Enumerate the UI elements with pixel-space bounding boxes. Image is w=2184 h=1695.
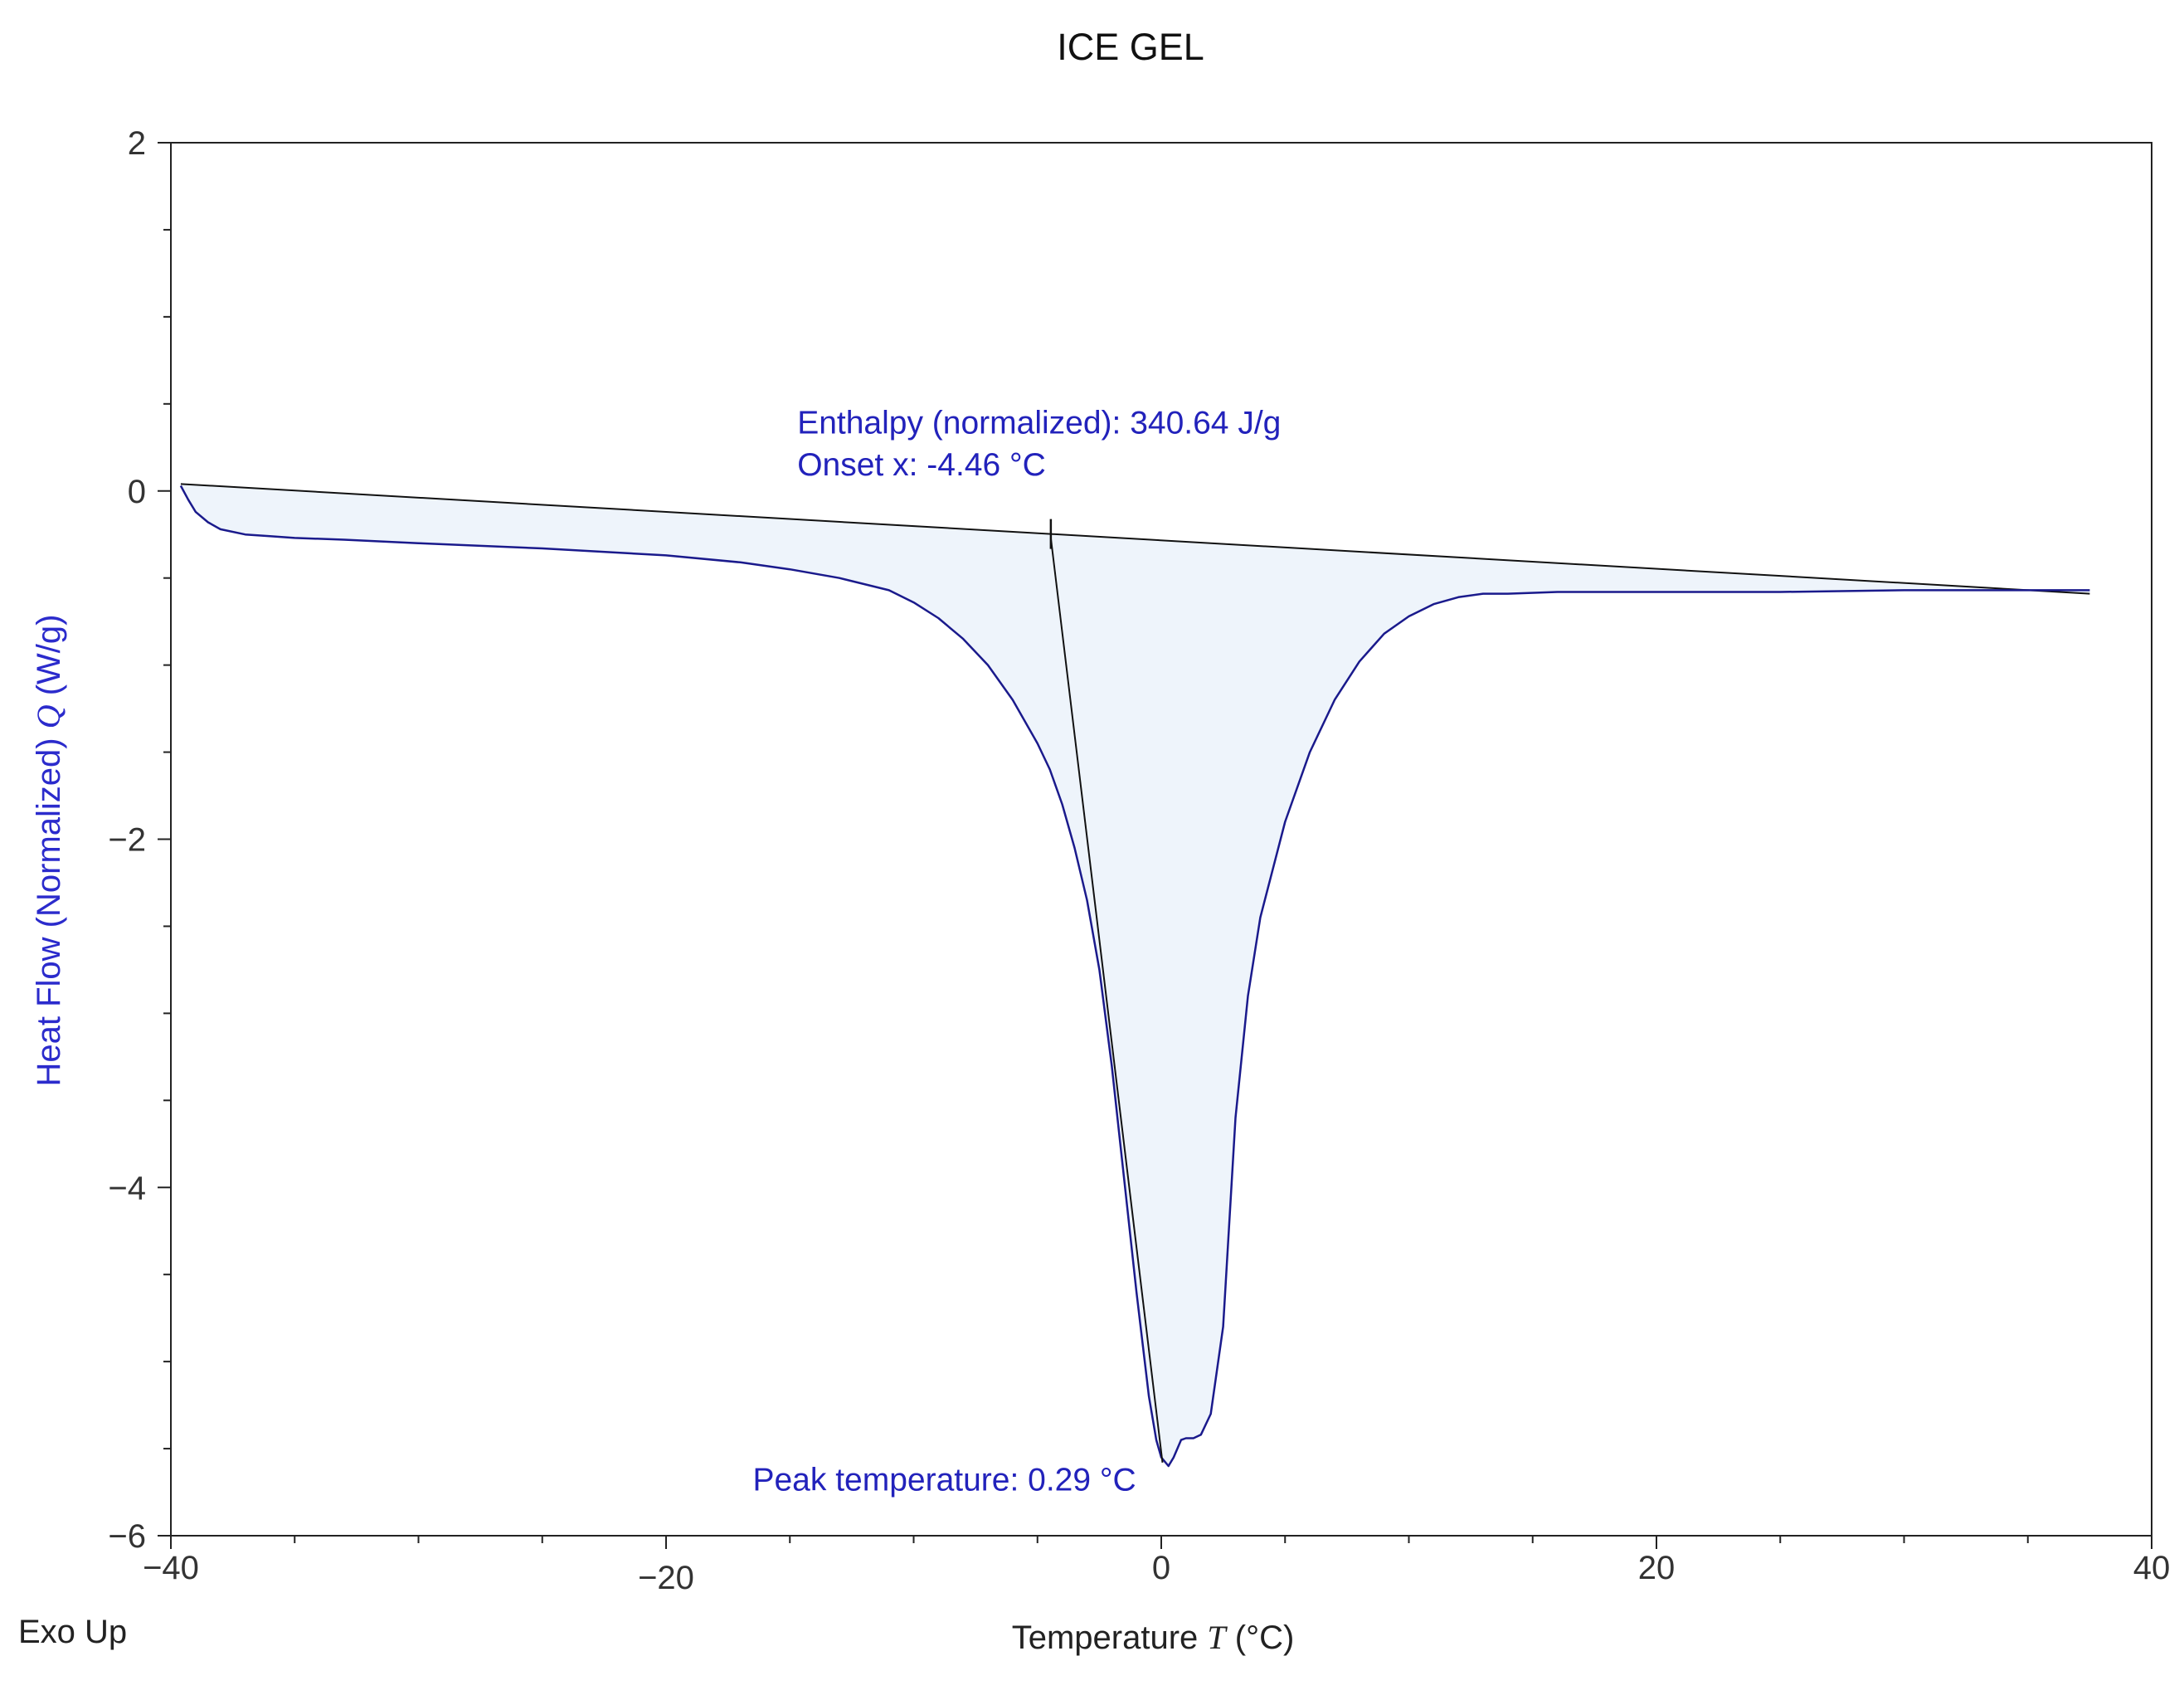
exo-up-note: Exo Up [18, 1614, 127, 1650]
y-axis-symbol: Q [30, 704, 67, 728]
x-tick-label: 20 [1638, 1550, 1676, 1586]
x-axis-unit: (°C) [1235, 1620, 1295, 1656]
x-tick-label: 40 [2133, 1550, 2171, 1586]
heat-flow-curve [179, 485, 2090, 1468]
x-tick-label: −20 [638, 1560, 694, 1596]
peak-area-fill [180, 484, 2090, 1466]
y-axis-label: Heat Flow (Normalized) Q (W/g) [30, 614, 67, 1086]
y-tick-label: −2 [108, 822, 146, 859]
x-tick-label: −40 [143, 1550, 199, 1586]
y-tick-label: 2 [128, 125, 146, 162]
annotation-enthalpy: Enthalpy (normalized): 340.64 J/g [797, 405, 1281, 441]
x-axis-label-text: Temperature [1012, 1620, 1199, 1656]
y-tick-label: 0 [128, 474, 146, 510]
x-tick-label: 0 [1152, 1550, 1170, 1586]
annotation-onset: Onset x: -4.46 °C [797, 447, 1046, 483]
annotations: Enthalpy (normalized): 340.64 J/g Onset x… [752, 405, 1281, 1498]
y-tick-label: −6 [108, 1518, 146, 1555]
y-tick-label: −4 [108, 1170, 146, 1206]
x-axis-symbol: T [1207, 1619, 1228, 1656]
baseline-line [180, 483, 2090, 595]
chart-title: ICE GEL [1057, 26, 1204, 68]
x-axis-label: Temperature T (°C) [1012, 1619, 1295, 1656]
annotation-peak: Peak temperature: 0.29 °C [752, 1462, 1136, 1498]
y-axis-unit: (W/g) [31, 614, 67, 695]
onset-tangent-line [1049, 538, 1164, 1463]
y-axis-label-text: Heat Flow (Normalized) [31, 738, 67, 1086]
